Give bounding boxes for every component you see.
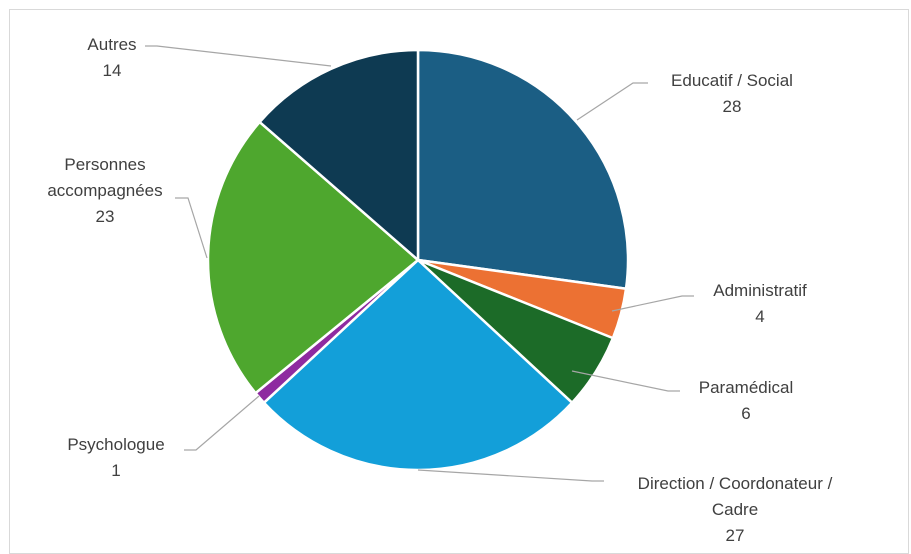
slice-value-label-4: 1 <box>111 461 120 480</box>
leader-line-2 <box>571 370 680 392</box>
pie-slice-3 <box>262 258 574 472</box>
leader-line-5 <box>175 197 208 259</box>
leader-line-0 <box>576 82 648 121</box>
leader-line-6 <box>145 45 332 67</box>
pie-slices <box>206 48 630 472</box>
slice-category-label-1: Administratif <box>713 281 807 300</box>
pie-slice-6 <box>257 48 420 263</box>
slice-value-label-6: 14 <box>103 61 122 80</box>
leader-line-1 <box>611 295 694 312</box>
leader-line-3 <box>417 469 604 482</box>
slice-value-label-2: 6 <box>741 404 750 423</box>
slice-category-label-3: Direction / Coordonateur / <box>638 474 833 493</box>
leader-line-4 <box>184 395 260 451</box>
slice-value-label-3: 27 <box>726 526 745 545</box>
slice-category-label-4: Psychologue <box>67 435 164 454</box>
pie-slice-5 <box>206 120 420 395</box>
slice-value-label-1: 4 <box>755 307 764 326</box>
slice-category-label-5: Personnes <box>64 155 145 174</box>
slice-category-label-0: Educatif / Social <box>671 71 793 90</box>
slice-value-label-5: 23 <box>96 207 115 226</box>
slice-category-label-5: accompagnées <box>47 181 162 200</box>
slice-value-label-0: 28 <box>723 97 742 116</box>
pie-slice-0 <box>416 48 630 291</box>
slice-category-label-6: Autres <box>87 35 136 54</box>
slice-category-label-3: Cadre <box>712 500 758 519</box>
leader-lines <box>145 45 694 482</box>
data-labels: Educatif / Social 28 Administratif 4 Paraméd… <box>47 35 832 545</box>
slice-category-label-2: Paramédical <box>699 378 794 397</box>
